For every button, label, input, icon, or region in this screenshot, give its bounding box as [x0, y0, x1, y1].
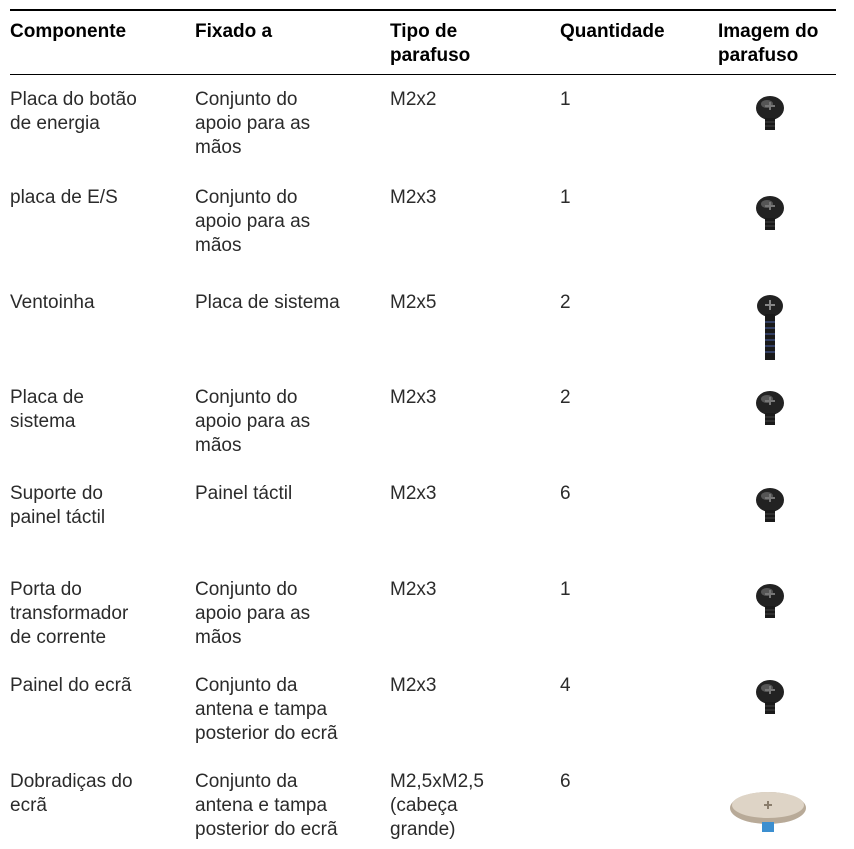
- table-cell: 6: [560, 483, 571, 504]
- table-cell: Conjunto do apoio para as mãos: [195, 579, 311, 648]
- table-cell: placa de E/S: [10, 187, 118, 208]
- table-cell: Dobradiças do ecrã: [10, 771, 133, 816]
- header-rule: [10, 74, 836, 75]
- header-cell: Componente: [10, 21, 127, 42]
- top-rule: [10, 9, 836, 11]
- table-cell: 6: [560, 771, 571, 792]
- table-cell: Painel do ecrã: [10, 675, 132, 696]
- table-cell: M2x3: [390, 483, 437, 504]
- header-cell: Quantidade: [560, 21, 665, 42]
- table-cell: Porta do transformador de corrente: [10, 579, 129, 648]
- table-cell: Conjunto do apoio para as mãos: [195, 89, 311, 158]
- table-cell: M2x5: [390, 292, 437, 313]
- table-cell: M2,5xM2,5 (cabeça grande): [390, 771, 484, 840]
- table-cell: 4: [560, 675, 571, 696]
- table-cell: M2x3: [390, 187, 437, 208]
- screw-image: [755, 487, 785, 523]
- table-cell: Placa de sistema: [10, 387, 84, 432]
- screw-image: [755, 390, 785, 426]
- table-cell: M2x3: [390, 579, 437, 600]
- screw-image: [755, 679, 785, 715]
- table-cell: Painel táctil: [195, 483, 293, 504]
- screw-image: [755, 583, 785, 619]
- table-cell: 1: [560, 89, 571, 110]
- table-cell: Conjunto do apoio para as mãos: [195, 187, 311, 256]
- table-cell: Ventoinha: [10, 292, 95, 313]
- table-cell: 1: [560, 187, 571, 208]
- screw-image: [756, 294, 784, 361]
- screw-image: [729, 791, 807, 833]
- header-cell: Fixado a: [195, 21, 273, 42]
- table-cell: 2: [560, 292, 571, 313]
- table-cell: Placa do botão de energia: [10, 89, 137, 134]
- table-cell: M2x2: [390, 89, 437, 110]
- header-cell: Tipo de parafuso: [390, 21, 471, 66]
- table-cell: M2x3: [390, 675, 437, 696]
- table-cell: Conjunto da antena e tampa posterior do …: [195, 771, 338, 840]
- table-cell: M2x3: [390, 387, 437, 408]
- table-cell: 1: [560, 579, 571, 600]
- table-cell: Conjunto da antena e tampa posterior do …: [195, 675, 338, 744]
- table-cell: Conjunto do apoio para as mãos: [195, 387, 311, 456]
- header-cell: Imagem do parafuso: [718, 21, 819, 66]
- table-cell: Suporte do painel táctil: [10, 483, 106, 528]
- table-cell: 2: [560, 387, 571, 408]
- screw-image: [755, 195, 785, 231]
- screw-image: [755, 95, 785, 131]
- table-cell: Placa de sistema: [195, 292, 340, 313]
